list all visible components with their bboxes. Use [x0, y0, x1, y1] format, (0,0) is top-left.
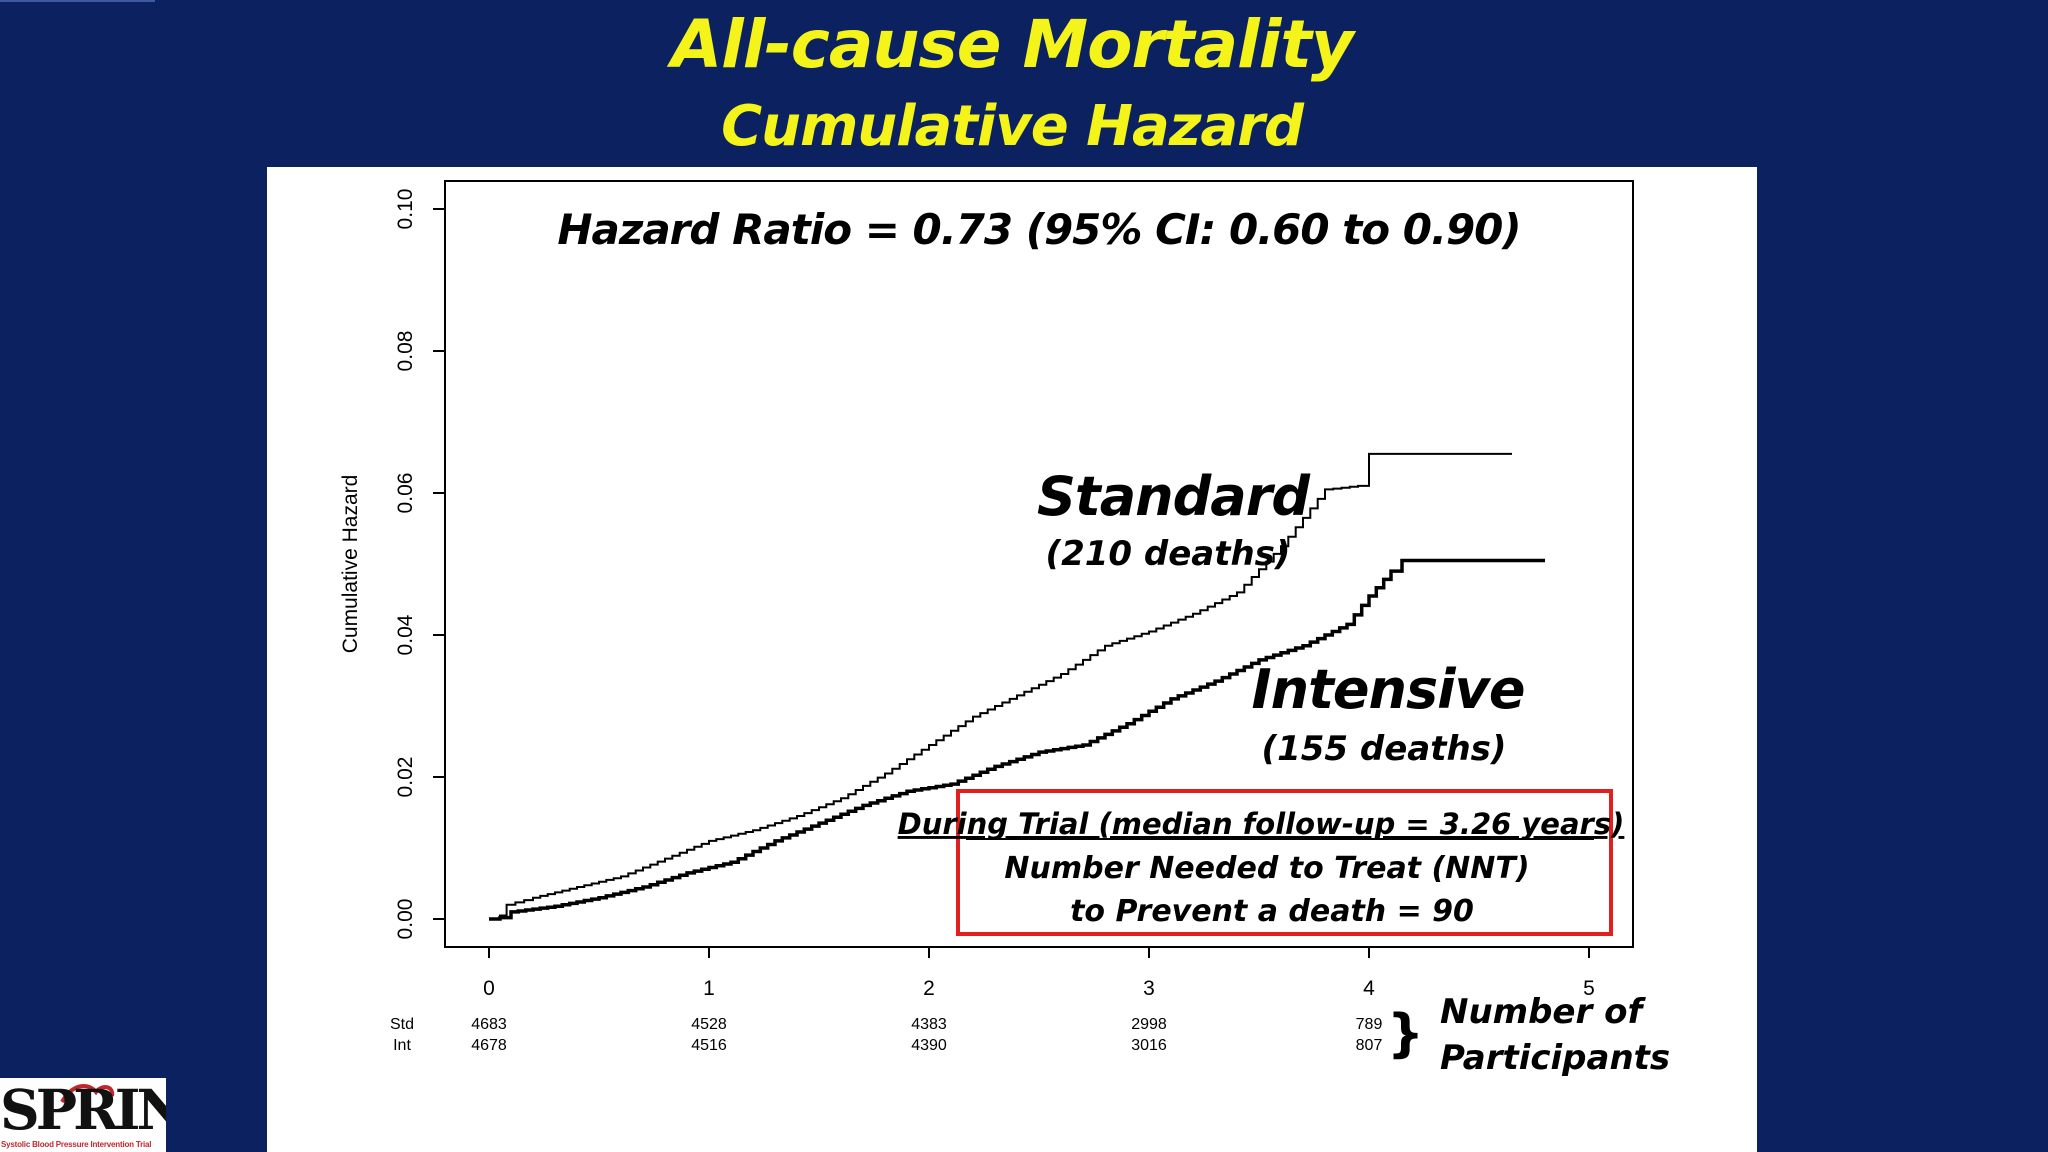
chart-panel — [267, 167, 1757, 1152]
nnt-box-line2: Number Needed to Treat (NNT) — [1004, 851, 1529, 886]
curves — [489, 452, 1545, 921]
risk-count: 4390 — [911, 1037, 947, 1054]
risk-table-caption-line1: Number of — [1440, 992, 1646, 1032]
standard-label: Standard — [1037, 465, 1311, 528]
y-axis: 0.00 0.02 0.04 0.06 0.08 0.10 — [394, 189, 445, 940]
risk-row-label: Std — [390, 1016, 414, 1033]
hazard-ratio-annotation: Hazard Ratio = 0.73 (95% CI: 0.60 to 0.9… — [557, 205, 1520, 254]
slide-subtitle: Cumulative Hazard — [721, 94, 1304, 159]
risk-table: Std 4683 4528 4383 2998 789 Int 4678 4516 4390 301… — [390, 1016, 1382, 1054]
nnt-box-line1: During Trial (median follow-up = 3.26 ye… — [898, 807, 1625, 841]
standard-deaths-label: (210 deaths) — [1046, 534, 1291, 574]
intensive-label: Intensive — [1252, 658, 1525, 721]
nnt-box — [956, 789, 1613, 936]
risk-count: 4528 — [691, 1016, 727, 1033]
y-tick-label: 0.04 — [394, 614, 417, 655]
intensive-deaths-label: (155 deaths) — [1262, 729, 1507, 769]
slide-title: All-cause Mortality — [671, 6, 1354, 83]
risk-count: 4678 — [471, 1037, 507, 1054]
risk-count: 4516 — [691, 1037, 727, 1054]
risk-table-caption-line2: Participants — [1440, 1038, 1670, 1078]
logo-word: SPRINT — [0, 1078, 166, 1142]
curve-standard — [489, 452, 1512, 920]
y-tick-label: 0.10 — [394, 189, 417, 230]
risk-count: 3016 — [1131, 1037, 1167, 1054]
risk-row-label: Int — [393, 1037, 411, 1054]
x-tick-label: 3 — [1143, 977, 1155, 1000]
x-tick-label: 4 — [1363, 977, 1375, 1000]
risk-count: 4383 — [911, 1016, 947, 1033]
logo-tagline: Systolic Blood Pressure Intervention Tri… — [1, 1140, 152, 1149]
x-tick-label: 0 — [483, 977, 495, 1000]
risk-count: 2998 — [1131, 1016, 1167, 1033]
sprint-logo: SPRINT Systolic Blood Pressure Intervent… — [0, 1078, 166, 1152]
curve-intensive — [489, 558, 1545, 921]
x-tick-label: 2 — [923, 977, 935, 1000]
heart-swoosh-icon — [60, 1084, 115, 1104]
y-tick-label: 0.00 — [394, 899, 417, 940]
y-tick-label: 0.08 — [394, 331, 417, 372]
nnt-box-line3: to Prevent a death = 90 — [1070, 894, 1474, 929]
y-tick-label: 0.02 — [394, 757, 417, 798]
risk-count: 807 — [1356, 1037, 1383, 1054]
risk-table-bracket: } — [1387, 1004, 1424, 1064]
top-accent-line — [0, 0, 155, 2]
y-tick-label: 0.06 — [394, 473, 417, 514]
y-axis-label: Cumulative Hazard — [339, 475, 362, 654]
risk-count: 789 — [1356, 1016, 1383, 1033]
x-tick-label: 1 — [703, 977, 715, 1000]
plot-frame — [444, 180, 1634, 948]
risk-count: 4683 — [471, 1016, 507, 1033]
x-axis: 0 1 2 3 4 5 — [483, 947, 1595, 1000]
x-tick-label: 5 — [1583, 977, 1595, 1000]
